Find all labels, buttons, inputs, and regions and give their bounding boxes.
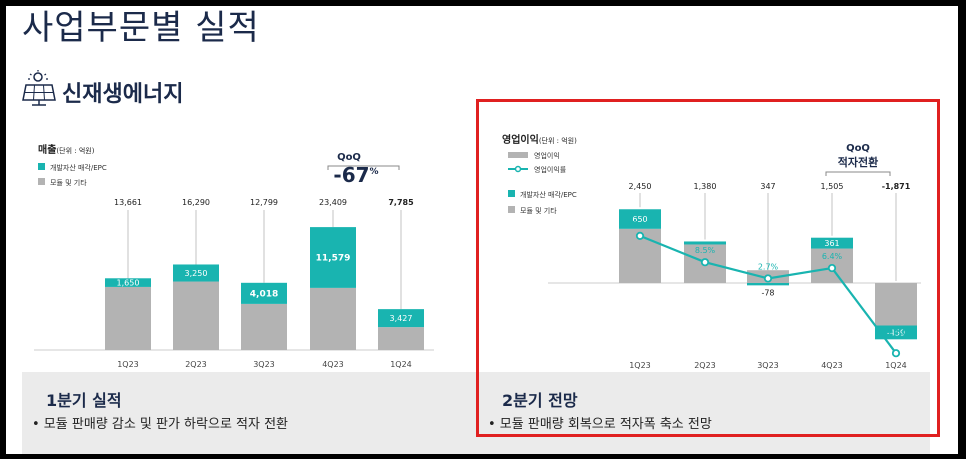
category-label: 1Q24 — [885, 361, 907, 370]
total-label: 7,785 — [388, 198, 414, 207]
category-label: 3Q23 — [757, 361, 779, 370]
category-label: 2Q23 — [694, 361, 716, 370]
bar-module-1Q24 — [875, 283, 917, 326]
margin-label: 6.4% — [822, 252, 843, 261]
bar-epc-3Q23 — [241, 282, 287, 304]
legend-label-module: 모듈 및 기타 — [50, 178, 87, 187]
margin-label: 2.7% — [758, 262, 779, 271]
total-label: 23,409 — [319, 198, 347, 207]
legend-label-epc: 개발자산 매각/EPC — [50, 163, 107, 172]
bar-epc-4Q23 — [310, 227, 356, 288]
margin-label: 8.5% — [695, 246, 716, 255]
bar-module-1Q24 — [378, 327, 424, 350]
bar-label-epc: 4,018 — [250, 289, 278, 299]
legend-swatch-epc — [508, 190, 515, 197]
legend-label-margin: 영업이익률 — [534, 165, 567, 174]
margin-point — [891, 349, 901, 358]
category-label: 1Q23 — [629, 361, 651, 370]
bar-epc-1Q24 — [378, 309, 424, 328]
bar-label-epc: 3,250 — [185, 269, 208, 278]
total-label: 16,290 — [182, 198, 210, 207]
operating-profit-chart: 영업이익(단위 : 억원) 영업이익 영업이익률 개발자산 매각/EPC 모듈 … — [502, 133, 921, 370]
category-label: 1Q23 — [117, 360, 139, 369]
margin-point — [827, 263, 837, 273]
category-label: 4Q23 — [322, 360, 344, 369]
bar-module-4Q23 — [310, 287, 356, 350]
margin-label: -24.0% — [884, 328, 915, 337]
qoq-bracket — [327, 165, 400, 170]
qoq-value: 적자전환 — [838, 155, 878, 169]
slide: 사업부문별 실적 신재생에너지 매출(단위 : 억원) 개발자산 매각/EPC … — [6, 6, 958, 454]
margin-label: 17.9% — [627, 220, 653, 229]
bar-epc-4Q23 — [811, 237, 853, 249]
chart-title: 영업이익(단위 : 억원) — [502, 133, 577, 146]
qoq-label: QoQ — [846, 143, 870, 154]
bar-module-2Q23 — [173, 281, 219, 350]
total-label: 1,505 — [821, 182, 844, 191]
bar-label-epc: 361 — [824, 239, 839, 248]
page-title: 사업부문별 실적 — [22, 8, 260, 48]
bar-epc-2Q23 — [684, 241, 726, 245]
total-label: 347 — [760, 182, 775, 191]
category-label: 2Q23 — [185, 360, 207, 369]
solar-panel-icon — [22, 70, 56, 106]
highlight-box — [476, 99, 940, 437]
total-label: 12,799 — [250, 198, 278, 207]
margin-point — [763, 274, 773, 283]
bar-epc-1Q23 — [619, 209, 661, 229]
legend-swatch-op — [508, 152, 528, 158]
total-label: 2,450 — [629, 182, 652, 191]
legend-swatch-module — [508, 206, 515, 213]
bar-label-epc: -459 — [887, 328, 905, 337]
q2-outlook-title: 2분기 전망 — [502, 391, 578, 410]
qoq-value: -67% — [333, 163, 378, 187]
legend-label-module: 모듈 및 기타 — [520, 206, 557, 215]
total-label: 1,380 — [694, 182, 717, 191]
legend-marker-margin — [514, 165, 522, 173]
bar-epc-2Q23 — [173, 264, 219, 282]
legend-swatch-module — [38, 178, 45, 185]
margin-point — [700, 258, 710, 267]
legend-label-epc: 개발자산 매각/EPC — [520, 190, 577, 199]
category-label: 1Q24 — [390, 360, 412, 369]
qoq-bracket — [825, 171, 891, 176]
q1-summary-title: 1분기 실적 — [46, 391, 122, 410]
qoq-label: QoQ — [337, 152, 361, 163]
category-label: 4Q23 — [821, 361, 843, 370]
bar-label-epc: -78 — [761, 288, 774, 297]
legend-label-op: 영업이익 — [534, 151, 560, 160]
category-label: 3Q23 — [253, 360, 275, 369]
section-title: 신재생에너지 — [62, 82, 184, 107]
legend-swatch-epc — [38, 163, 45, 170]
chart-title: 매출(단위 : 억원) — [38, 143, 95, 156]
bar-module-1Q23 — [105, 286, 151, 350]
bar-module-3Q23 — [241, 303, 287, 350]
revenue-chart: 매출(단위 : 억원) 개발자산 매각/EPC 모듈 및 기타 QoQ -67%… — [34, 143, 434, 369]
margin-point — [635, 231, 645, 240]
bar-label-epc: 1,650 — [117, 279, 140, 288]
bar-epc-1Q24 — [875, 325, 917, 340]
bar-label-epc: 11,579 — [316, 253, 351, 263]
q2-outlook-text: • 모듈 판매량 회복으로 적자폭 축소 전망 — [488, 417, 712, 432]
bar-epc-1Q23 — [105, 278, 151, 287]
total-label: -1,871 — [882, 182, 911, 191]
total-label: 13,661 — [114, 198, 142, 207]
bar-epc-3Q23 — [747, 283, 789, 286]
bar-label-epc: 3,427 — [390, 314, 413, 323]
bar-label-epc: 650 — [632, 215, 647, 224]
q1-summary-text: • 모듈 판매량 감소 및 판가 하락으로 적자 전환 — [32, 417, 289, 432]
